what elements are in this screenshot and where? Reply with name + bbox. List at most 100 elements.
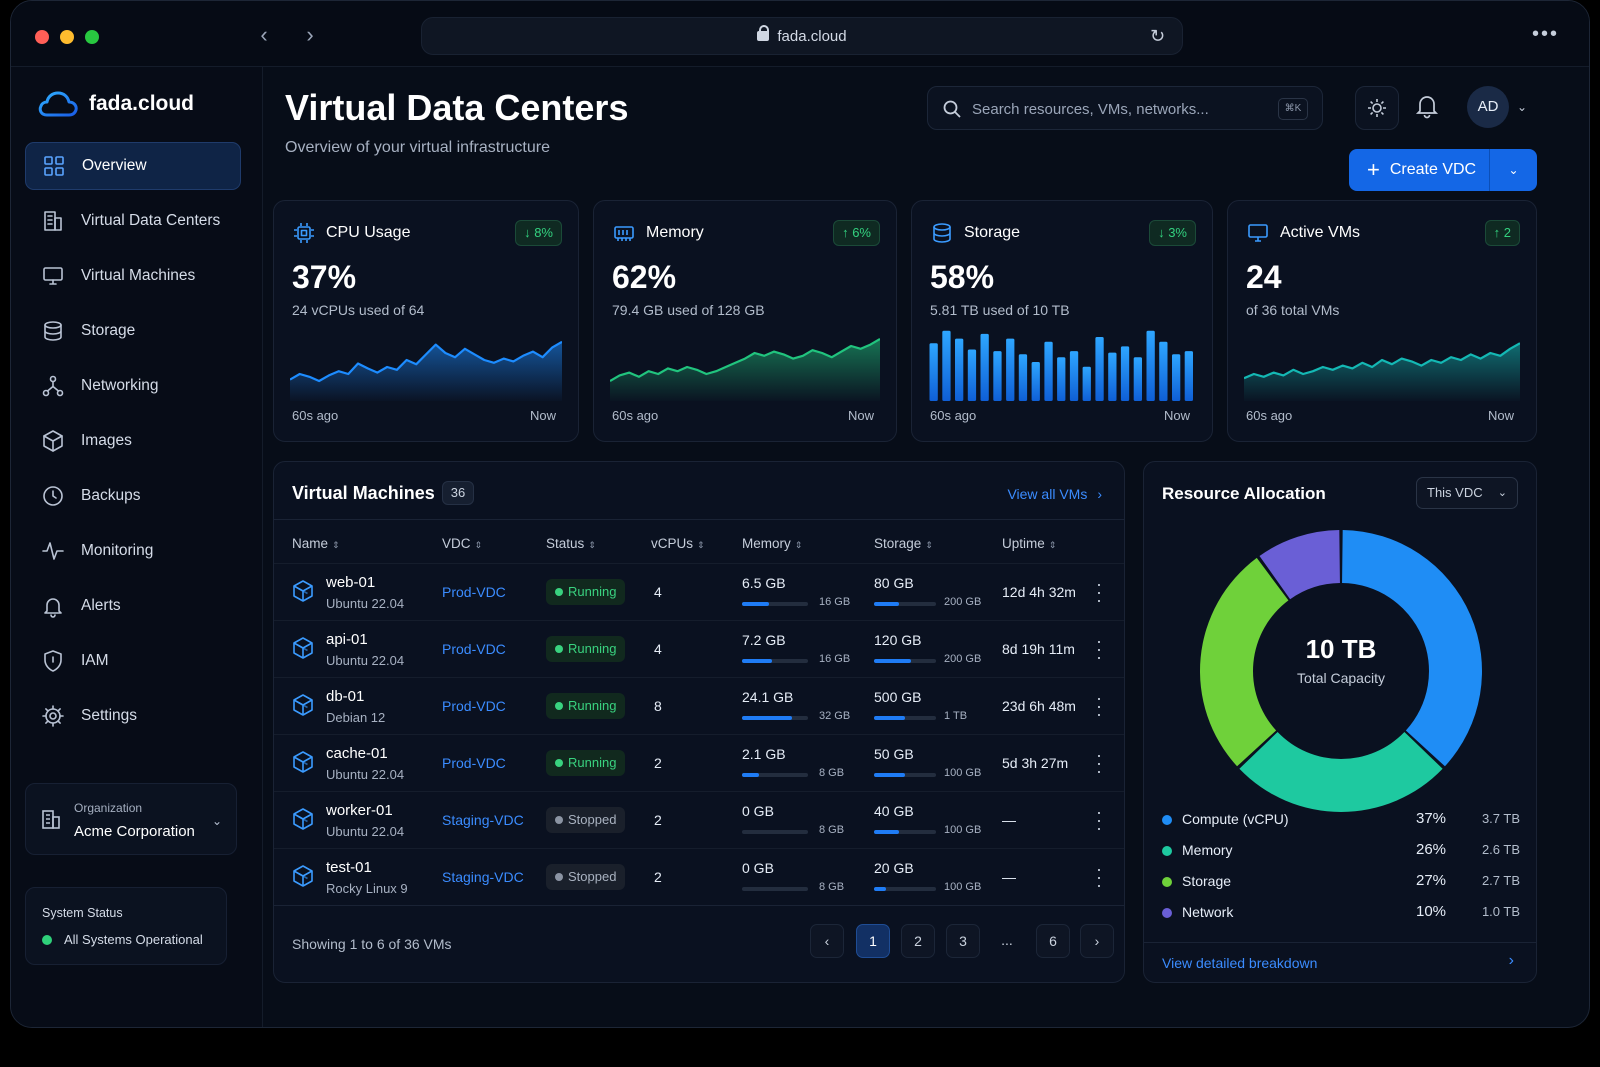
column-header-name[interactable]: Name ⇕ xyxy=(292,536,340,551)
column-header-memory[interactable]: Memory ⇕ xyxy=(742,536,803,551)
sidebar-item-iam[interactable]: IAM xyxy=(25,637,241,685)
table-row[interactable]: cache-01 Ubuntu 22.04 Prod-VDC Running 2 2.1 … xyxy=(274,734,1124,791)
search-input[interactable] xyxy=(972,97,1262,121)
back-button[interactable]: ‹ xyxy=(260,22,268,47)
bell-icon xyxy=(41,594,65,618)
column-header-storage[interactable]: Storage ⇕ xyxy=(874,536,933,551)
theme-toggle-button[interactable] xyxy=(1355,86,1399,130)
previous-page-chevron-icon[interactable]: ‹ xyxy=(810,924,844,958)
vm-vdc-link[interactable]: Prod-VDC xyxy=(442,755,506,771)
metric-card-memory[interactable]: Memory ↑ 6% 62% 79.4 GB used of 128 GB 60s a… xyxy=(593,200,897,442)
table-row[interactable]: worker-01 Ubuntu 22.04 Staging-VDC Stopped 2… xyxy=(274,791,1124,848)
vm-storage-total: 200 GB xyxy=(944,596,982,608)
legend-item: Compute (vCPU) 37% 3.7 TB xyxy=(1162,808,1520,832)
sidebar-item-networking[interactable]: Networking xyxy=(25,362,241,410)
vm-storage-used: 80 GB xyxy=(874,575,914,591)
create-vdc-button[interactable]: + Create VDC ⌄ xyxy=(1349,149,1537,191)
column-header-status[interactable]: Status ⇕ xyxy=(546,536,596,551)
row-actions-icon[interactable]: · · · xyxy=(1096,859,1102,895)
sidebar-item-images[interactable]: Images xyxy=(25,417,241,465)
vm-name[interactable]: web-01 xyxy=(326,574,376,591)
row-actions-icon[interactable]: · · · xyxy=(1096,745,1102,781)
chevron-down-icon[interactable]: ⌄ xyxy=(1517,100,1528,114)
page-button-2[interactable]: 2 xyxy=(901,924,935,958)
table-row[interactable]: api-01 Ubuntu 22.04 Prod-VDC Running 4 7.2 GB… xyxy=(274,620,1124,677)
maximize-window-button[interactable] xyxy=(85,30,99,44)
metric-card-active-vms[interactable]: Active VMs ↑ 2 24 of 36 total VMs 60s ago Now xyxy=(1227,200,1537,442)
vm-name[interactable]: api-01 xyxy=(326,631,368,648)
sidebar-item-virtual-data-centers[interactable]: Virtual Data Centers xyxy=(25,197,241,245)
total-capacity-label: Total Capacity xyxy=(1297,670,1385,686)
sidebar-item-settings[interactable]: Settings xyxy=(25,692,241,740)
page-button-3[interactable]: 3 xyxy=(946,924,980,958)
sort-icon: ⇕ xyxy=(332,540,340,550)
chevron-right-icon[interactable]: › xyxy=(1508,952,1514,969)
organization-switcher[interactable]: Organization Acme Corporation ⌄ xyxy=(25,783,237,855)
storage-bar xyxy=(1031,362,1040,401)
vm-vdc-link[interactable]: Prod-VDC xyxy=(442,698,506,714)
next-page-chevron-icon[interactable]: › xyxy=(1080,924,1114,958)
brand-logo[interactable]: fada.cloud xyxy=(37,87,194,121)
row-actions-icon[interactable]: · · · xyxy=(1096,574,1102,610)
vm-vdc-link[interactable]: Prod-VDC xyxy=(442,584,506,600)
vm-vcpus: 4 xyxy=(654,584,662,600)
vm-vdc-link[interactable]: Staging-VDC xyxy=(442,869,524,885)
vm-name[interactable]: cache-01 xyxy=(326,745,388,762)
metric-card-storage[interactable]: Storage ↓ 3% 58% 5.81 TB used of 10 TB 60s a… xyxy=(911,200,1213,442)
sidebar-item-alerts[interactable]: Alerts xyxy=(25,582,241,630)
column-header-vdc[interactable]: VDC ⇕ xyxy=(442,536,483,551)
sidebar-item-overview[interactable]: Overview xyxy=(25,142,241,190)
sidebar-item-monitoring[interactable]: Monitoring xyxy=(25,527,241,575)
row-actions-icon[interactable]: · · · xyxy=(1096,802,1102,838)
create-options-chevron-icon[interactable]: ⌄ xyxy=(1508,163,1519,177)
minimize-window-button[interactable] xyxy=(60,30,74,44)
donut-slice-network[interactable] xyxy=(1259,530,1340,600)
table-row[interactable]: web-01 Ubuntu 22.04 Prod-VDC Running 4 6.5 GB… xyxy=(274,563,1124,620)
status-badge: Stopped xyxy=(546,807,626,833)
view-all-vms-link[interactable]: View all VMs › xyxy=(1007,486,1102,502)
table-row[interactable]: test-01 Rocky Linux 9 Staging-VDC Stopped 2 0… xyxy=(274,848,1124,905)
vm-uptime: 5d 3h 27m xyxy=(1002,755,1069,771)
page-button-6[interactable]: 6 xyxy=(1036,924,1070,958)
storage-bar xyxy=(1120,346,1130,401)
donut-slice-compute-vcpu[interactable] xyxy=(1342,530,1482,767)
scope-select[interactable]: This VDC ⌄ xyxy=(1416,477,1518,509)
table-row[interactable]: db-01 Debian 12 Prod-VDC Running 8 24.1 GB 32 … xyxy=(274,677,1124,734)
vm-vdc-link[interactable]: Staging-VDC xyxy=(442,812,524,828)
row-actions-icon[interactable]: · · · xyxy=(1096,688,1102,724)
vm-count-badge: 36 xyxy=(442,481,474,505)
row-actions-icon[interactable]: · · · xyxy=(1096,631,1102,667)
sidebar-item-label: Storage xyxy=(81,322,136,339)
reload-icon[interactable]: ↻ xyxy=(1150,26,1166,46)
status-badge: Running xyxy=(546,636,626,662)
page-subtitle: Overview of your virtual infrastructure xyxy=(285,139,550,156)
vm-vdc-link[interactable]: Prod-VDC xyxy=(442,641,506,657)
user-avatar[interactable]: AD xyxy=(1467,86,1509,128)
vm-uptime: 23d 6h 48m xyxy=(1002,698,1076,714)
metric-value: 37% xyxy=(292,259,357,295)
address-bar[interactable]: fada.cloud ↻ xyxy=(421,17,1183,55)
vm-name[interactable]: test-01 xyxy=(326,859,372,876)
donut-slice-storage[interactable] xyxy=(1200,557,1289,767)
sidebar-item-storage[interactable]: Storage xyxy=(25,307,241,355)
legend-name: Network xyxy=(1182,904,1234,920)
more-options-icon[interactable]: ••• xyxy=(1531,23,1559,45)
notifications-bell-icon[interactable] xyxy=(1415,93,1439,119)
vm-name[interactable]: worker-01 xyxy=(326,802,393,819)
close-window-button[interactable] xyxy=(35,30,49,44)
column-header-uptime[interactable]: Uptime ⇕ xyxy=(1002,536,1057,551)
sidebar-item-virtual-machines[interactable]: Virtual Machines xyxy=(25,252,241,300)
vm-memory-used: 0 GB xyxy=(742,803,774,819)
view-detailed-breakdown-link[interactable]: View detailed breakdown xyxy=(1162,955,1318,971)
metric-card-cpu-usage[interactable]: CPU Usage ↓ 8% 37% 24 vCPUs used of 64 60s a… xyxy=(273,200,579,442)
column-header-vcpus[interactable]: vCPUs ⇕ xyxy=(651,536,705,551)
forward-button[interactable]: › xyxy=(306,22,314,47)
storage-usage-bar xyxy=(874,602,936,606)
page-button-1[interactable]: 1 xyxy=(856,924,890,958)
vm-name[interactable]: db-01 xyxy=(326,688,365,705)
sparkline-area xyxy=(290,341,562,401)
sidebar-item-backups[interactable]: Backups xyxy=(25,472,241,520)
storage-bar xyxy=(1133,357,1142,401)
storage-bar xyxy=(955,338,964,401)
donut-slice-memory[interactable] xyxy=(1239,732,1443,812)
